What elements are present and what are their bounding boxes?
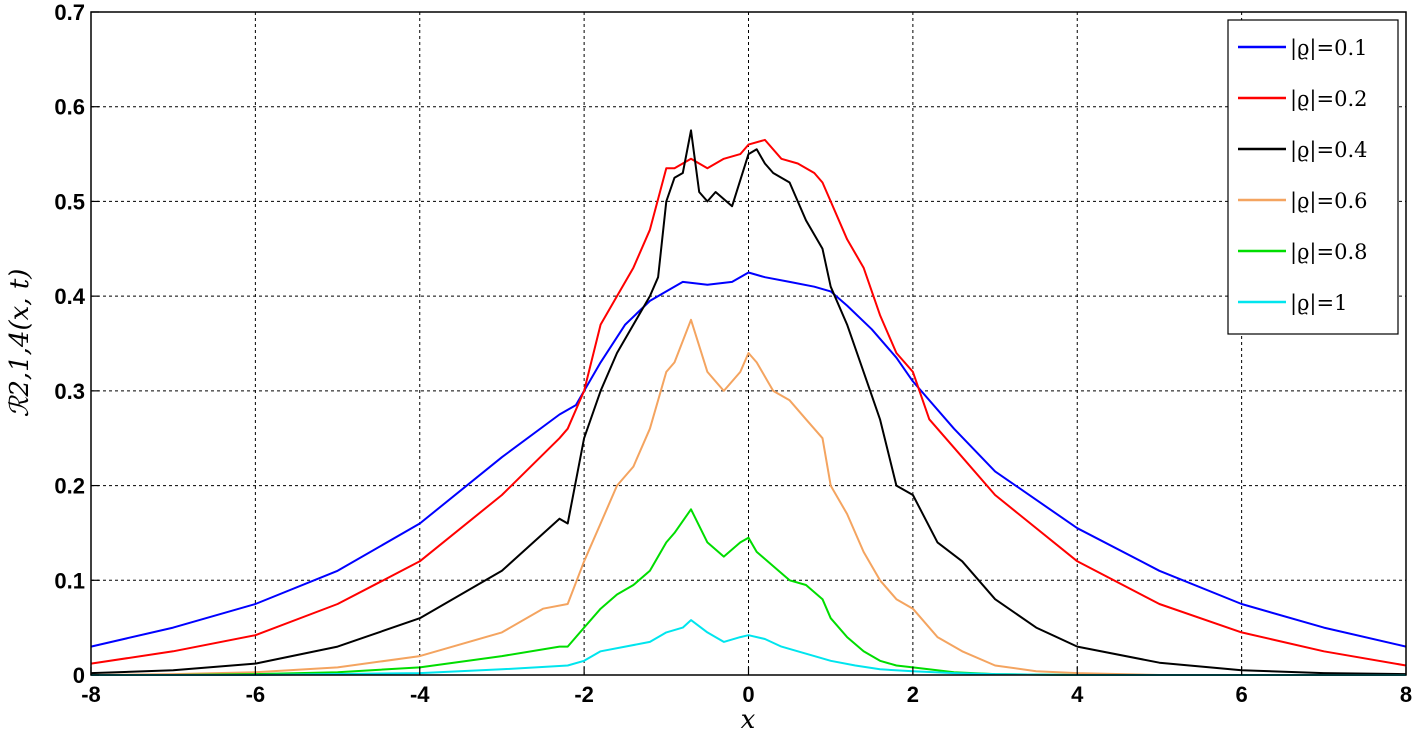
x-tick-label: 8 [1400, 682, 1412, 707]
legend-label: |ϱ|=0.1 [1290, 36, 1368, 61]
x-tick-label: -2 [574, 682, 594, 707]
y-tick-label: 0 [73, 663, 85, 688]
legend-label: |ϱ|=0.4 [1290, 138, 1368, 163]
x-tick-label: 6 [1236, 682, 1248, 707]
series-line-3 [90, 129, 1407, 676]
series-line-5 [91, 508, 1406, 676]
y-tick-label: 0.6 [54, 95, 85, 120]
y-tick-label: 0.3 [54, 379, 85, 404]
x-tick-label: 4 [1071, 682, 1084, 707]
series-line-1 [90, 271, 1407, 648]
series-line-6 [91, 619, 1406, 676]
legend-label: |ϱ|=0.8 [1290, 240, 1368, 265]
x-tick-label: -4 [410, 682, 430, 707]
x-tick-label: -8 [81, 682, 101, 707]
y-tick-label: 0.5 [54, 189, 85, 214]
x-tick-label: 0 [742, 682, 754, 707]
legend: |ϱ|=0.1 |ϱ|=0.2 |ϱ|=0.4 |ϱ|=0.6 |ϱ|=0.8 |ϱ|=1 [1227, 19, 1399, 335]
y-tick-label: 0.4 [54, 284, 85, 309]
x-tick-label: -6 [246, 682, 266, 707]
axis-ticks: -8 -6 -4 -2 0 2 4 6 8 0 0.1 0.2 0.3 0.4 0.5 0.6 0.7 [54, 0, 1412, 707]
x-tick-label: 2 [907, 682, 919, 707]
y-tick-label: 0.2 [54, 474, 85, 499]
x-axis-title: x [741, 705, 756, 735]
series-line-4 [90, 318, 1406, 676]
y-tick-label: 0.7 [54, 0, 85, 25]
series-lines [90, 129, 1407, 676]
legend-label: |ϱ|=1 [1290, 291, 1347, 316]
legend-box [1227, 19, 1399, 335]
y-axis-title: ℛ2,1,4(x, t) [5, 269, 35, 418]
series-line-2 [90, 138, 1407, 667]
legend-label: |ϱ|=0.2 [1290, 87, 1368, 112]
grid [91, 12, 1406, 675]
y-tick-label: 0.1 [54, 568, 85, 593]
legend-label: |ϱ|=0.6 [1290, 189, 1368, 214]
